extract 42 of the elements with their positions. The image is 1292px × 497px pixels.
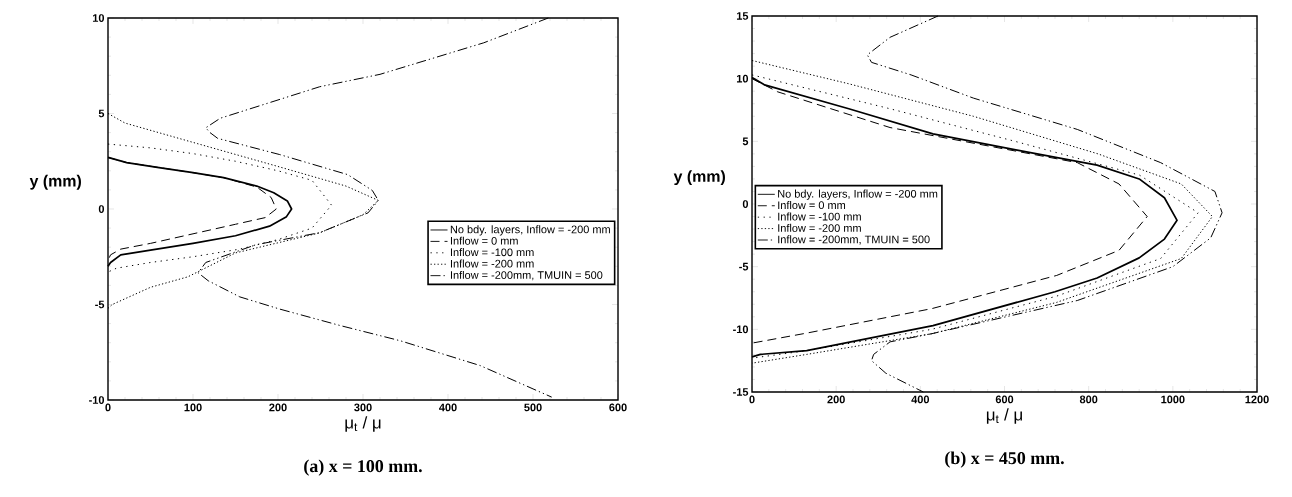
x-tick-label: 200 bbox=[269, 403, 287, 412]
x-tick-label: 300 bbox=[354, 403, 372, 412]
y-tick-label: -5 bbox=[739, 262, 749, 271]
y-axis-title: y (mm) bbox=[673, 170, 725, 186]
y-tick-label: -10 bbox=[89, 396, 105, 404]
legend-label: Inflow = -200mm, TMUIN = 500 bbox=[450, 270, 603, 281]
x-tick-label: 1000 bbox=[1161, 395, 1185, 404]
y-tick-label: 10 bbox=[92, 14, 105, 22]
legend-label: Inflow = 0 mm bbox=[450, 236, 518, 245]
y-tick-label: 5 bbox=[742, 137, 749, 146]
x-tick-label: 0 bbox=[105, 403, 111, 412]
x-tick-label: 500 bbox=[524, 403, 542, 412]
y-tick-label: 15 bbox=[736, 12, 749, 20]
legend-label: Inflow = -100 mm bbox=[778, 212, 861, 221]
x-tick-label: 600 bbox=[609, 403, 627, 412]
x-tick-label: 600 bbox=[995, 395, 1014, 404]
y-tick-label: 5 bbox=[98, 109, 105, 118]
x-tick-label: 1200 bbox=[1245, 395, 1269, 404]
y-tick-label: 0 bbox=[742, 200, 749, 208]
x-tick-label: 0 bbox=[749, 395, 755, 404]
x-tick-label: 400 bbox=[911, 395, 930, 404]
x-axis-title: μ$_{t}$ / μ bbox=[345, 416, 381, 432]
legend-label: Inflow = -200 mm bbox=[778, 223, 861, 232]
x-tick-label: 100 bbox=[184, 403, 202, 412]
y-tick-label: -10 bbox=[733, 325, 749, 334]
legend-label: No bdy. layers, Inflow = -200 mm bbox=[450, 225, 610, 236]
y-tick-label: -15 bbox=[733, 388, 749, 396]
y-tick-label: -5 bbox=[95, 300, 105, 309]
legend-label: No bdy. layers, Inflow = -200 mm bbox=[778, 189, 938, 200]
y-tick-label: 0 bbox=[98, 205, 105, 213]
x-tick-label: 800 bbox=[1079, 395, 1098, 404]
legend-label: Inflow = -200 mm bbox=[450, 259, 534, 268]
legend-label: Inflow = 0 mm bbox=[778, 201, 846, 210]
x-tick-label: 200 bbox=[827, 395, 845, 404]
legend-label: Inflow = -100 mm bbox=[450, 248, 534, 257]
text: (b) x = 450 mm. bbox=[945, 451, 1064, 468]
x-tick-label: 400 bbox=[439, 403, 457, 412]
text: (a) x = 100 mm. bbox=[304, 459, 422, 476]
y-tick-label: 10 bbox=[736, 74, 749, 83]
legend-label: Inflow = -200mm, TMUIN = 500 bbox=[778, 235, 930, 245]
x-axis-title: μ$_{t}$ / μ bbox=[986, 408, 1022, 424]
y-axis-title: y (mm) bbox=[29, 174, 81, 190]
